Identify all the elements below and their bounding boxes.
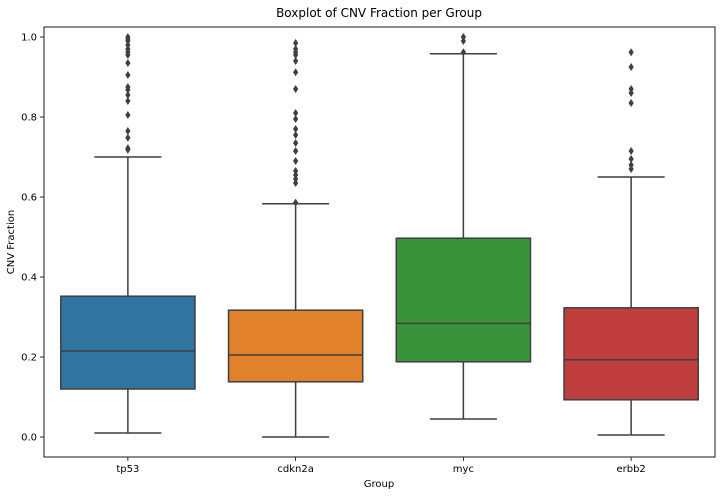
outlier-tp53 — [125, 97, 131, 105]
plot-frame — [43, 26, 716, 458]
outlier-myc — [460, 48, 466, 57]
outlier-erbb2 — [628, 63, 634, 71]
y-tick-label: 0.6 — [21, 193, 37, 204]
outlier-tp53 — [125, 133, 131, 142]
y-tick-label: 0.2 — [21, 353, 37, 364]
outlier-tp53 — [125, 33, 131, 41]
outlier-erbb2 — [628, 85, 634, 93]
outlier-tp53 — [125, 144, 131, 153]
outlier-erbb2 — [628, 161, 634, 169]
outlier-erbb2 — [628, 99, 634, 107]
outlier-cdkn2a — [293, 198, 299, 207]
outlier-cdkn2a — [293, 57, 299, 65]
y-tick-label: 0.4 — [21, 273, 37, 284]
box-cdkn2a — [227, 309, 364, 383]
outlier-tp53 — [125, 71, 131, 79]
outlier-erbb2 — [628, 147, 634, 155]
outlier-cdkn2a — [293, 68, 299, 77]
outlier-tp53 — [125, 127, 131, 135]
outlier-cdkn2a — [293, 39, 299, 47]
outlier-cdkn2a — [293, 147, 299, 155]
outlier-cdkn2a — [293, 115, 299, 123]
y-axis-label: CNV Fraction — [6, 210, 17, 274]
box-erbb2 — [563, 307, 699, 401]
outlier-erbb2 — [628, 155, 634, 163]
y-tick-label: 0.8 — [21, 113, 37, 124]
box-tp53 — [60, 295, 196, 390]
y-tick-label: 0.0 — [21, 433, 37, 444]
x-tick-label: cdkn2a — [277, 464, 313, 475]
outlier-tp53 — [125, 111, 131, 119]
outlier-cdkn2a — [293, 85, 299, 93]
outlier-cdkn2a — [293, 167, 299, 175]
x-axis-label: Group — [364, 479, 394, 490]
y-tick-label: 1.0 — [21, 33, 37, 44]
outlier-cdkn2a — [293, 157, 299, 165]
outlier-tp53 — [125, 59, 131, 67]
x-tick-label: myc — [453, 464, 474, 475]
outlier-erbb2 — [628, 48, 634, 57]
outlier-cdkn2a — [293, 131, 299, 139]
x-tick-label: erbb2 — [616, 464, 645, 475]
chart-title: Boxplot of CNV Fraction per Group — [276, 6, 482, 20]
outlier-myc — [460, 33, 466, 41]
outlier-cdkn2a — [293, 109, 299, 117]
x-tick-label: tp53 — [116, 464, 139, 475]
outlier-cdkn2a — [293, 45, 299, 53]
outlier-cdkn2a — [293, 139, 299, 147]
box-myc — [395, 237, 532, 363]
outlier-cdkn2a — [293, 125, 299, 133]
outlier-tp53 — [125, 83, 131, 91]
outlier-tp53 — [125, 91, 131, 99]
